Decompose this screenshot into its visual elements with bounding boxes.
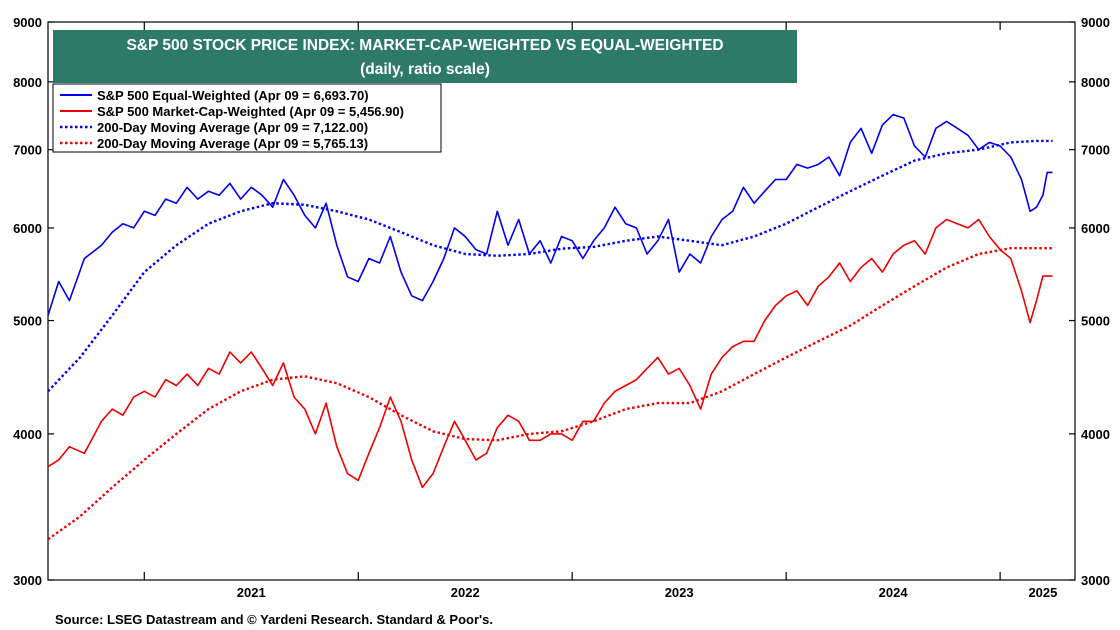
x-tick-label: 2023 (665, 585, 694, 600)
x-tick-label: 2025 (1028, 585, 1057, 600)
y-tick-label-right: 5000 (1081, 314, 1110, 329)
y-axis-right: 3000 4000 5000 6000 7000 8000 9000 (1069, 15, 1110, 588)
x-tick-label: 2024 (879, 585, 909, 600)
series-layer (47, 113, 1053, 541)
y-tick-label-left: 3000 (13, 573, 42, 588)
plot-frame (47, 21, 1076, 581)
y-tick-label-left: 4000 (13, 427, 42, 442)
year-lines (143, 22, 1001, 580)
series-line-3 (47, 247, 1053, 541)
y-tick-label-right: 9000 (1081, 15, 1110, 30)
y-tick-label-left: 7000 (13, 143, 42, 158)
x-axis: 2021 2022 2023 2024 2025 (237, 585, 1058, 600)
y-tick-label-right: 7000 (1081, 143, 1110, 158)
title-box (53, 30, 797, 83)
series-line-2 (47, 139, 1053, 393)
x-tick-label: 2021 (237, 585, 266, 600)
y-tick-label-right: 4000 (1081, 427, 1110, 442)
legend-label-1: S&P 500 Market-Cap-Weighted (Apr 09 = 5,… (97, 104, 404, 119)
y-tick-label-left: 9000 (13, 15, 42, 30)
chart-subtitle: (daily, ratio scale) (360, 61, 490, 78)
legend-label-2: 200-Day Moving Average (Apr 09 = 7,122.0… (97, 120, 368, 135)
y-tick-label-right: 6000 (1081, 221, 1110, 236)
source-note: Source: LSEG Datastream and © Yardeni Re… (55, 612, 493, 627)
x-tick-label: 2022 (451, 585, 480, 600)
y-tick-label-right: 3000 (1081, 573, 1110, 588)
chart-title: S&P 500 STOCK PRICE INDEX: MARKET-CAP-WE… (126, 37, 723, 54)
y-tick-label-left: 6000 (13, 221, 42, 236)
y-tick-label-left: 5000 (13, 314, 42, 329)
series-line-0 (47, 113, 1053, 316)
legend-label-3: 200-Day Moving Average (Apr 09 = 5,765.1… (97, 136, 368, 151)
legend-label-0: S&P 500 Equal-Weighted (Apr 09 = 6,693.7… (97, 88, 369, 103)
series-line-1 (47, 218, 1053, 489)
legend: S&P 500 Equal-Weighted (Apr 09 = 6,693.7… (60, 88, 404, 151)
y-tick-label-left: 8000 (13, 75, 42, 90)
legend-box (52, 83, 442, 153)
y-tick-label-right: 8000 (1081, 75, 1110, 90)
